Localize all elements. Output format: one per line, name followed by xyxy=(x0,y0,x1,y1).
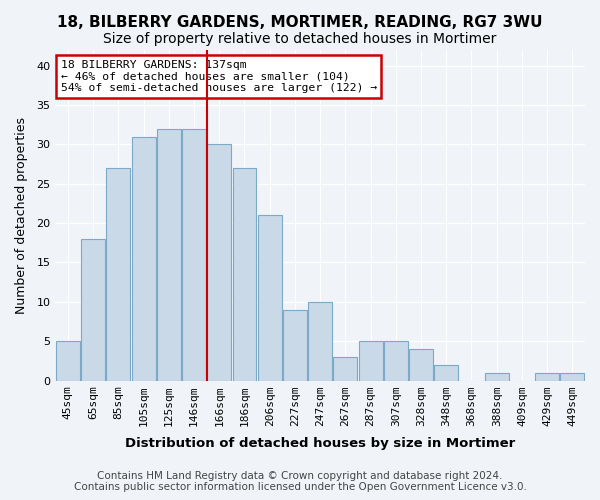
Bar xyxy=(106,168,130,380)
Bar xyxy=(485,372,509,380)
Bar xyxy=(308,302,332,380)
Bar xyxy=(359,341,383,380)
Bar xyxy=(182,128,206,380)
Bar xyxy=(283,310,307,380)
Bar xyxy=(56,341,80,380)
Text: Contains HM Land Registry data © Crown copyright and database right 2024.
Contai: Contains HM Land Registry data © Crown c… xyxy=(74,471,526,492)
Bar xyxy=(233,168,256,380)
Bar xyxy=(207,144,231,380)
X-axis label: Distribution of detached houses by size in Mortimer: Distribution of detached houses by size … xyxy=(125,437,515,450)
Bar xyxy=(157,128,181,380)
Bar xyxy=(560,372,584,380)
Bar xyxy=(409,349,433,380)
Text: Size of property relative to detached houses in Mortimer: Size of property relative to detached ho… xyxy=(103,32,497,46)
Text: 18, BILBERRY GARDENS, MORTIMER, READING, RG7 3WU: 18, BILBERRY GARDENS, MORTIMER, READING,… xyxy=(57,15,543,30)
Bar xyxy=(384,341,408,380)
Bar xyxy=(258,216,281,380)
Bar xyxy=(434,365,458,380)
Bar xyxy=(535,372,559,380)
Y-axis label: Number of detached properties: Number of detached properties xyxy=(15,117,28,314)
Bar xyxy=(81,239,105,380)
Bar xyxy=(131,136,155,380)
Bar xyxy=(334,357,358,380)
Text: 18 BILBERRY GARDENS: 137sqm
← 46% of detached houses are smaller (104)
54% of se: 18 BILBERRY GARDENS: 137sqm ← 46% of det… xyxy=(61,60,377,93)
